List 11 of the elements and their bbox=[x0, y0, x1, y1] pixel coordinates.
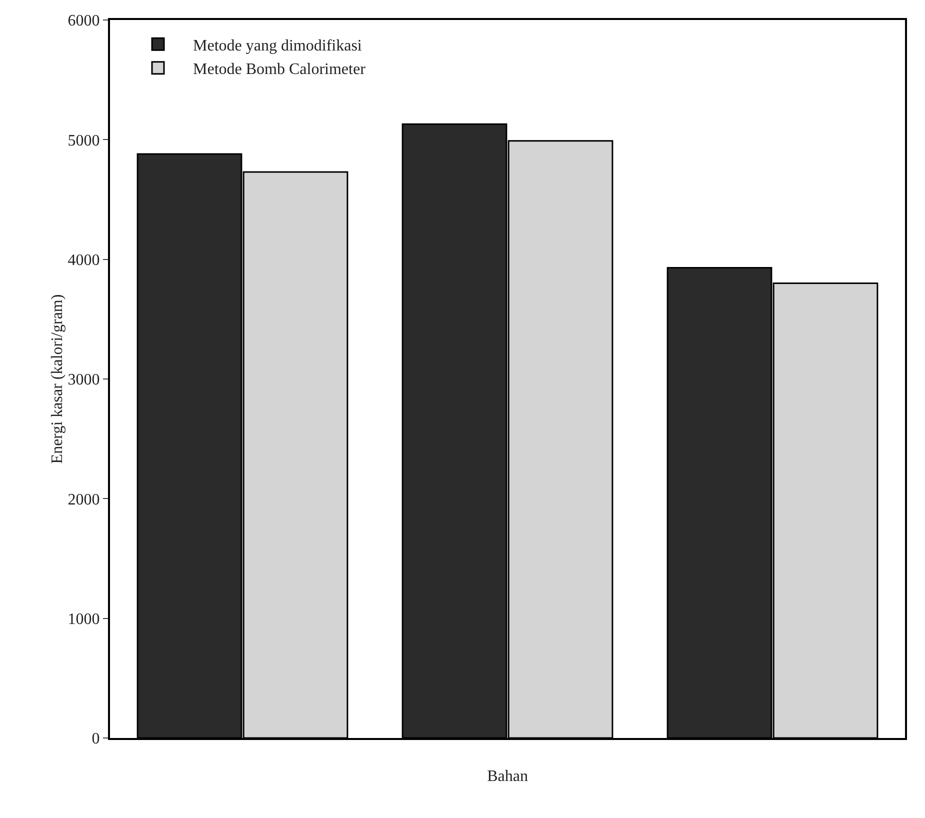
y-tick-label: 3000 bbox=[68, 372, 100, 389]
y-tick-label: 4000 bbox=[68, 252, 100, 269]
x-axis-title: Bahan bbox=[487, 768, 528, 785]
legend-label: Metode yang dimodifikasi bbox=[193, 37, 362, 54]
y-tick-label: 0 bbox=[92, 730, 100, 748]
y-tick-label: 1000 bbox=[68, 610, 100, 628]
legend-label: Metode Bomb Calorimeter bbox=[193, 61, 366, 78]
y-tick-label: 2000 bbox=[68, 491, 100, 508]
y-tick-label: 5000 bbox=[68, 132, 100, 150]
y-tick-label: 6000 bbox=[68, 12, 100, 30]
y-axis-title: Energi kasar (kalori/gram) bbox=[48, 294, 66, 464]
